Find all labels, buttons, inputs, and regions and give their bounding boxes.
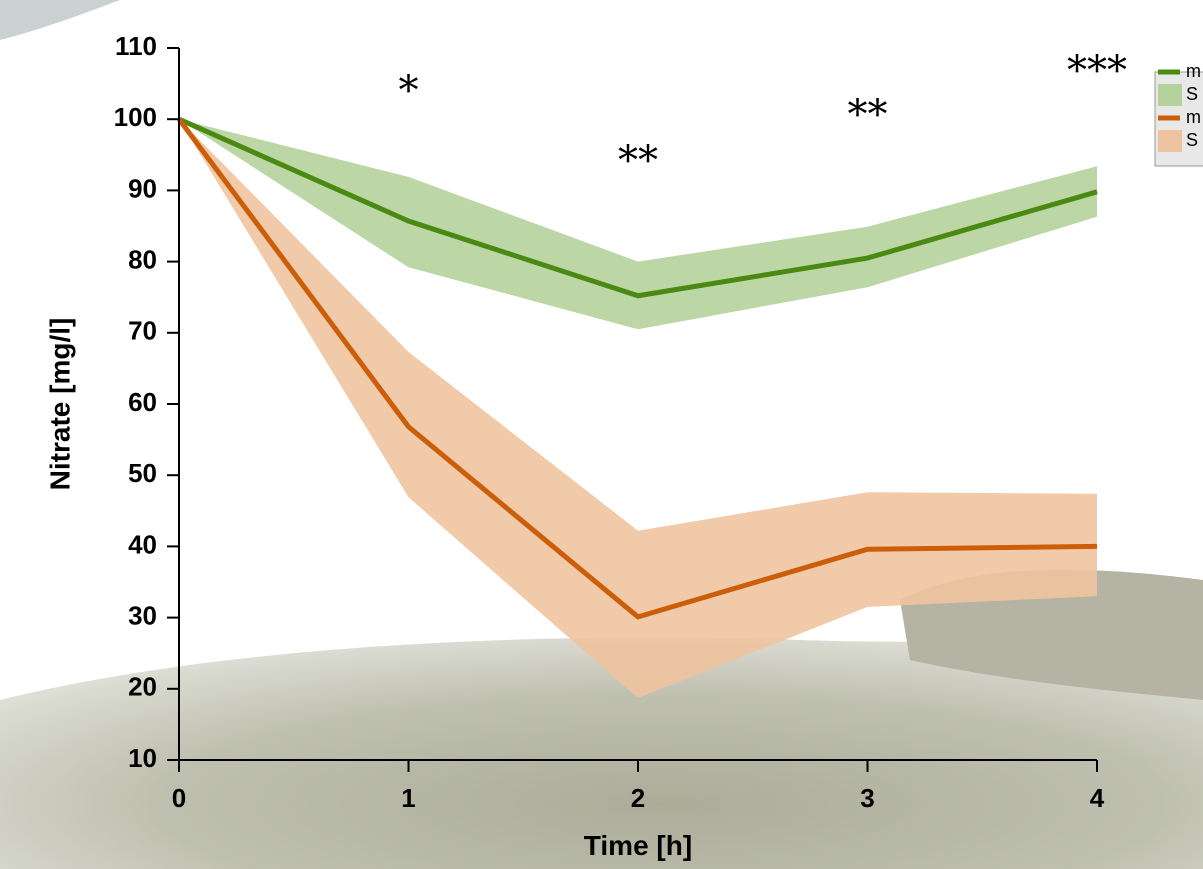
- sd-band: [179, 119, 1097, 330]
- legend-label: m: [1186, 61, 1201, 81]
- y-tick-label: 100: [114, 102, 157, 132]
- legend-swatch: [1158, 130, 1182, 152]
- mean-line: [177, 116, 1098, 299]
- y-tick-label: 40: [128, 529, 157, 559]
- x-tick-label: 3: [860, 783, 874, 813]
- x-axis-title: Time [h]: [584, 830, 692, 861]
- x-tick-label: 0: [172, 783, 186, 813]
- y-tick-label: 60: [128, 387, 157, 417]
- significance-mark: ***: [1067, 48, 1127, 94]
- y-tick-label: 30: [128, 600, 157, 630]
- x-tick-label: 1: [401, 783, 415, 813]
- significance-mark: *: [399, 68, 419, 114]
- y-tick-label: 80: [128, 244, 157, 274]
- y-tick-label: 70: [128, 316, 157, 346]
- y-axis-title: Nitrate [mg/l]: [44, 318, 75, 491]
- y-tick-label: 50: [128, 458, 157, 488]
- x-tick-label: 2: [631, 783, 645, 813]
- legend-label: S: [1186, 130, 1198, 150]
- legend-label: S: [1186, 84, 1198, 104]
- y-tick-label: 90: [128, 173, 157, 203]
- y-tick-label: 20: [128, 672, 157, 702]
- legend-swatch: [1158, 84, 1182, 106]
- legend-label: m: [1186, 107, 1201, 127]
- significance-mark: **: [618, 138, 658, 184]
- y-tick-label: 110: [115, 31, 157, 61]
- plot-area: [176, 116, 1098, 699]
- sd-band: [179, 119, 1097, 699]
- mean-line: [176, 117, 1098, 620]
- y-tick-label: 10: [128, 743, 157, 773]
- significance-mark: **: [848, 92, 888, 138]
- x-tick-label: 4: [1090, 783, 1105, 813]
